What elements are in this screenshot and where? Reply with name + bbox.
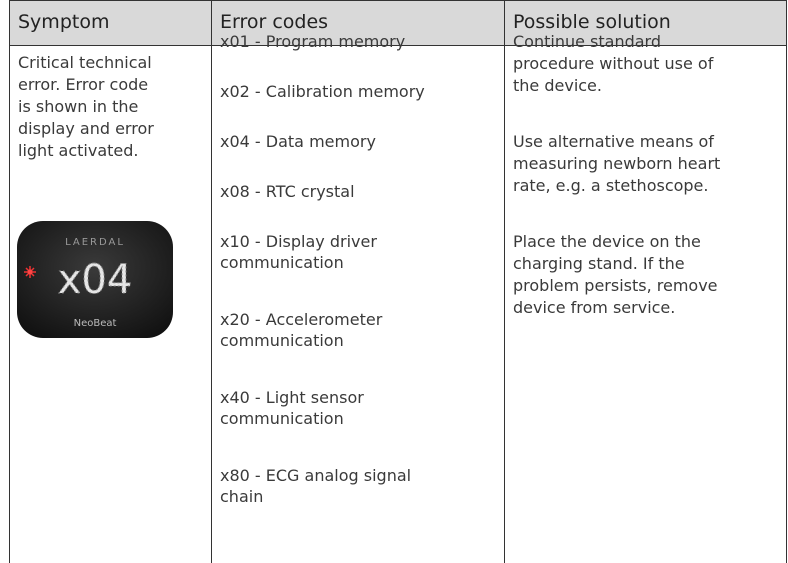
cell-text: measuring newborn heart xyxy=(513,154,721,173)
error-light xyxy=(27,269,33,275)
header-cell: Possible solution xyxy=(504,0,787,45)
table-border xyxy=(786,0,787,563)
cell-text: x20 - Accelerometer xyxy=(220,310,383,329)
device-brand: LAERDAL xyxy=(65,237,125,248)
cell-text: x80 - ECG analog signal xyxy=(220,466,412,485)
cell-text: x01 - Program memory xyxy=(220,32,406,51)
cell-text: communication xyxy=(220,409,344,428)
device-body xyxy=(17,221,173,338)
device-model: NeoBeat xyxy=(74,318,117,329)
cell-text: communication xyxy=(220,331,344,350)
cell-text: communication xyxy=(220,253,344,272)
cell-text: problem persists, remove xyxy=(513,276,718,295)
cell-text: Place the device on the xyxy=(513,232,701,251)
cell-text: light activated. xyxy=(18,141,139,160)
cell-text: x08 - RTC crystal xyxy=(220,182,355,201)
table-border xyxy=(9,0,787,1)
table-border xyxy=(211,0,212,563)
table-border xyxy=(9,45,787,46)
header-cell: Error codes xyxy=(211,0,504,45)
cell-text: procedure without use of xyxy=(513,54,714,73)
cell-text: x40 - Light sensor xyxy=(220,388,364,407)
cell-text: device from service. xyxy=(513,298,676,317)
header-cell: Symptom xyxy=(9,0,211,45)
cell-text: error. Error code xyxy=(18,75,149,94)
cell-text: display and error xyxy=(18,119,154,138)
device-image: LAERDAL x04 NeoBeat xyxy=(17,221,173,338)
cell-text: x04 - Data memory xyxy=(220,132,376,151)
cell-text: is shown in the xyxy=(18,97,139,116)
cell-text: rate, e.g. a stethoscope. xyxy=(513,176,709,195)
cell-text: the device. xyxy=(513,76,602,95)
cell-text: charging stand. If the xyxy=(513,254,685,273)
cell-text: chain xyxy=(220,487,264,506)
table-border xyxy=(9,0,10,563)
cell-text: x10 - Display driver xyxy=(220,232,377,251)
table-border xyxy=(504,0,505,563)
cell-text: x02 - Calibration memory xyxy=(220,82,425,101)
cell-text: Critical technical xyxy=(18,53,152,72)
cell-text: Use alternative means of xyxy=(513,132,714,151)
device-display: x04 xyxy=(58,257,133,303)
cell-text: Continue standard xyxy=(513,32,661,51)
